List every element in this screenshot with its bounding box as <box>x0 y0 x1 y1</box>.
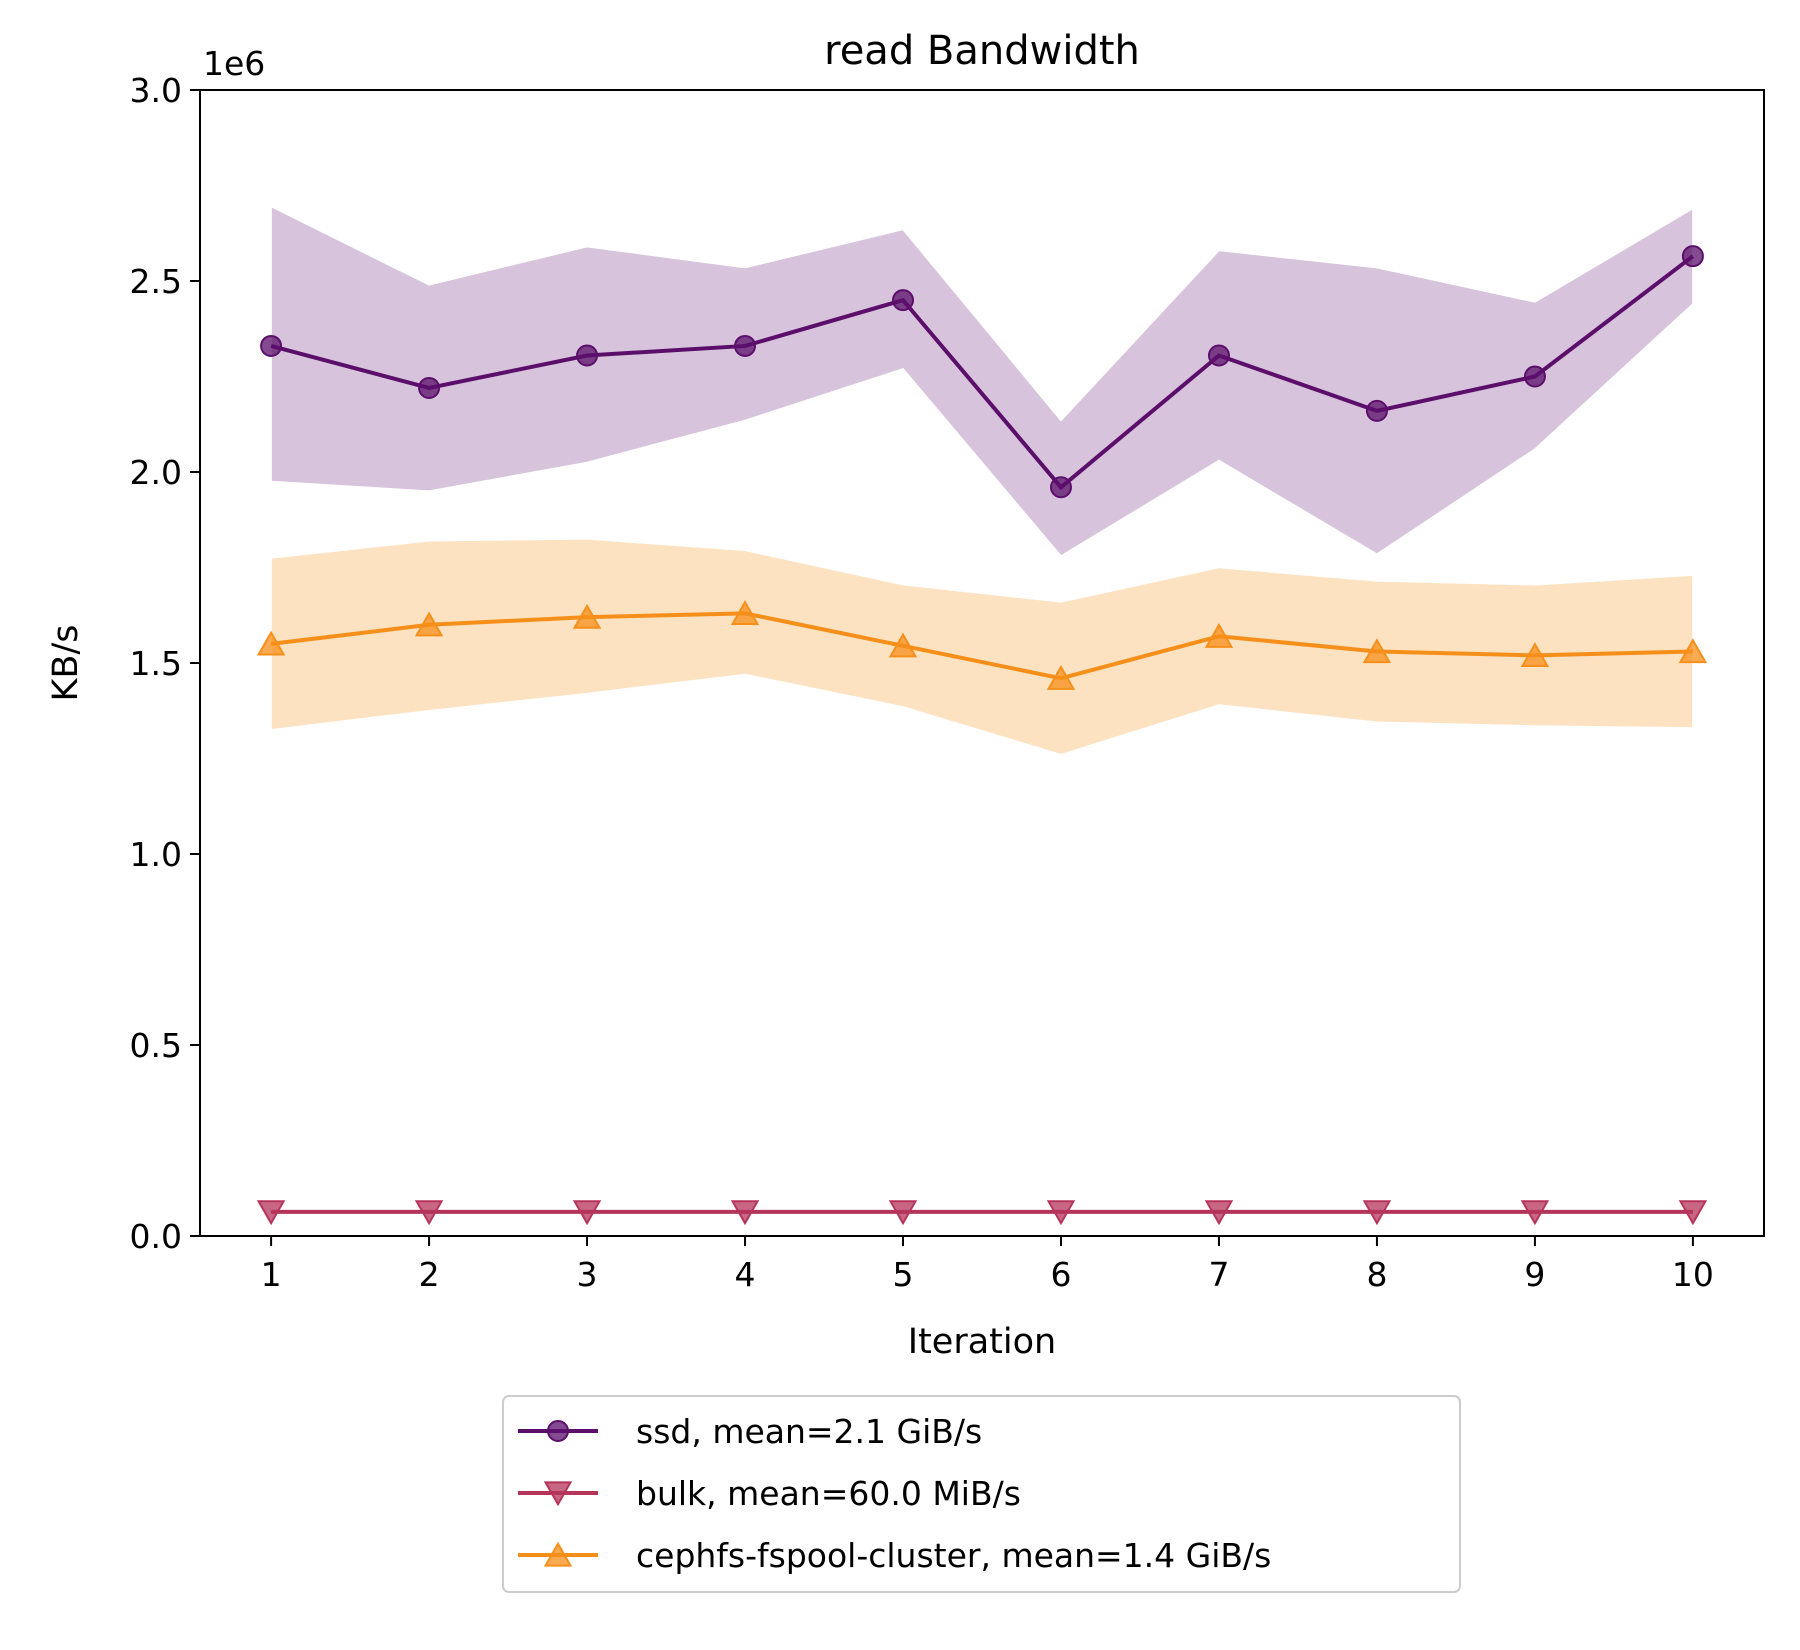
data-point <box>734 334 757 357</box>
data-point <box>1207 344 1230 367</box>
series-lines <box>270 254 1695 1214</box>
x-tick-label: 2 <box>419 1255 440 1294</box>
data-point <box>1523 365 1546 388</box>
data-point <box>576 344 599 367</box>
confidence-bands <box>270 205 1694 1214</box>
y-tick-label: 2.5 <box>130 262 182 301</box>
x-tick-label: 7 <box>1208 1255 1229 1294</box>
y-tick-label: 0.0 <box>130 1217 182 1256</box>
series-line-2 <box>270 611 1693 681</box>
legend-box <box>502 1395 1461 1593</box>
y-tick-label: 2.0 <box>130 453 182 492</box>
data-point <box>1046 1200 1076 1226</box>
data-point <box>1678 638 1708 664</box>
legend-marker <box>543 1541 573 1567</box>
y-axis-label: KB/s <box>46 625 86 702</box>
data-point <box>1678 1200 1708 1226</box>
legend-label: cephfs-fspool-cluster, mean=1.4 GiB/s <box>636 1536 1271 1575</box>
x-tick-label: 10 <box>1672 1255 1714 1294</box>
legend-entry: bulk, mean=60.0 MiB/s <box>518 1474 1021 1513</box>
data-point <box>1365 399 1388 422</box>
data-point <box>1362 1200 1392 1226</box>
data-point <box>572 603 602 629</box>
data-point <box>892 289 915 312</box>
data-point <box>730 600 760 625</box>
series-band-0 <box>270 205 1694 558</box>
data-point <box>730 1200 760 1226</box>
x-tick-label: 1 <box>261 1255 282 1294</box>
x-tick-label: 9 <box>1524 1255 1545 1294</box>
legend-marker <box>543 1481 573 1507</box>
x-tick-label: 4 <box>735 1255 756 1294</box>
data-point <box>1520 642 1550 667</box>
data-point <box>414 611 444 637</box>
legend: ssd, mean=2.1 GiB/s bulk, mean=60.0 MiB/s… <box>502 1395 1461 1593</box>
y-axis-offset-label: 1e6 <box>203 44 265 83</box>
data-point <box>888 1200 918 1226</box>
series-band-2 <box>270 538 1694 756</box>
chart-title: read Bandwidth <box>824 28 1140 74</box>
data-point <box>256 630 286 656</box>
data-point <box>572 1200 602 1226</box>
data-point <box>1204 1200 1234 1226</box>
data-point <box>418 376 441 399</box>
data-point <box>1204 622 1234 648</box>
legend-label: bulk, mean=60.0 MiB/s <box>636 1474 1021 1513</box>
x-tick-label: 6 <box>1050 1255 1071 1294</box>
series-line-0 <box>270 254 1695 491</box>
y-axis-ticks: 0.0 0.5 1.0 1.5 2.0 2.5 3.0 <box>130 71 200 1256</box>
y-tick-label: 3.0 <box>130 71 182 110</box>
y-tick-label: 1.0 <box>130 835 182 874</box>
legend-label: ssd, mean=2.1 GiB/s <box>636 1412 982 1451</box>
data-point <box>1681 245 1704 268</box>
data-point <box>1049 476 1072 499</box>
x-tick-label: 8 <box>1366 1255 1387 1294</box>
data-point <box>414 1200 444 1226</box>
series-markers <box>256 245 1708 1226</box>
legend-entry: cephfs-fspool-cluster, mean=1.4 GiB/s <box>518 1536 1271 1575</box>
x-tick-label: 3 <box>577 1255 598 1294</box>
data-point <box>1520 1200 1550 1226</box>
data-point <box>256 1200 286 1226</box>
x-axis-ticks: 1 2 3 4 5 6 7 8 9 10 <box>261 1236 1714 1294</box>
x-axis-label: Iteration <box>908 1322 1056 1362</box>
data-point <box>260 334 283 357</box>
legend-entry: ssd, mean=2.1 GiB/s <box>518 1412 982 1451</box>
data-point <box>1362 638 1392 664</box>
x-tick-label: 5 <box>893 1255 914 1294</box>
data-point <box>888 632 918 658</box>
legend-marker <box>547 1420 569 1442</box>
y-tick-label: 1.5 <box>130 644 182 683</box>
y-tick-label: 0.5 <box>130 1026 182 1065</box>
data-point <box>1046 665 1076 690</box>
